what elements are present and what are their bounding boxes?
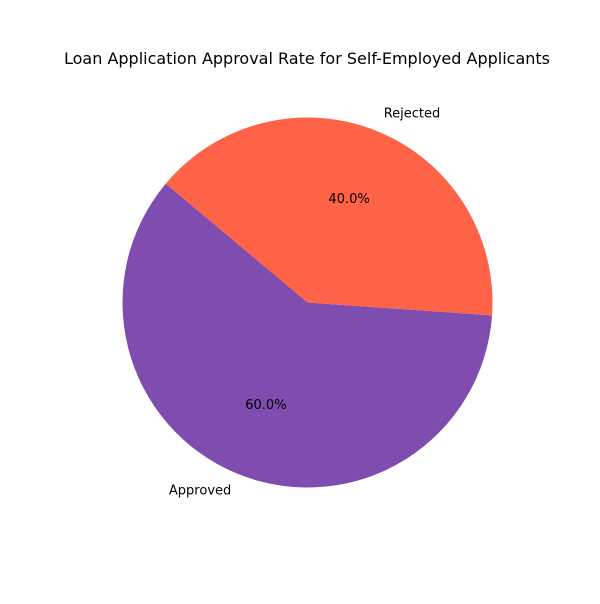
pie-slice-approved [122, 183, 493, 488]
pie-slices [122, 117, 493, 488]
chart-title: Loan Application Approval Rate for Self-… [64, 49, 550, 68]
pie-slice-rejected [165, 117, 493, 316]
slice-percent-rejected: 40.0% [328, 192, 369, 207]
slice-percent-approved: 60.0% [245, 398, 286, 413]
slice-label-approved: Approved [169, 484, 231, 499]
pie-labels: Approved 60.0% Rejected 40.0% [169, 106, 440, 498]
slice-label-rejected: Rejected [384, 106, 441, 121]
